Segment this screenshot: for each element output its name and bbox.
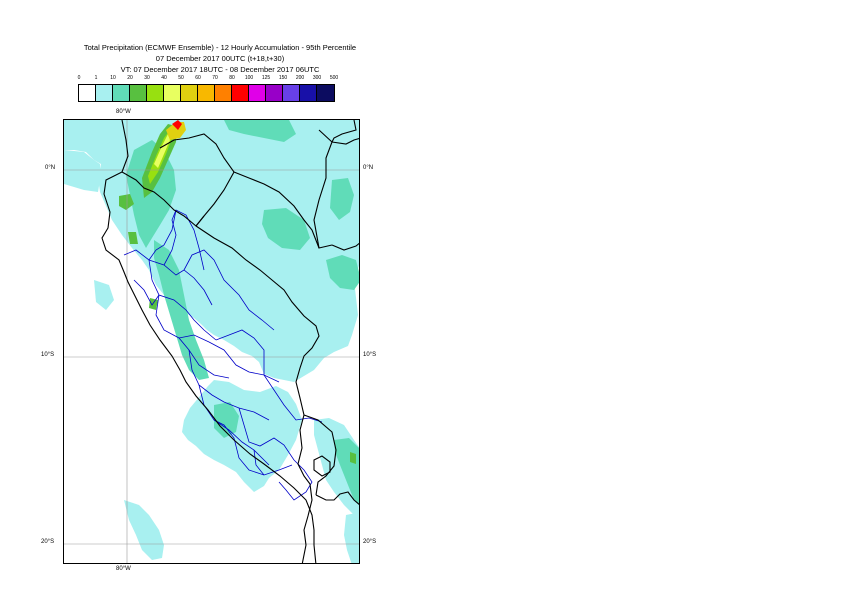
region-line-9 [213,419,293,476]
map-valid-time: VT: 07 December 2017 18UTC - 08 December… [120,65,320,74]
region-line-4 [155,294,230,379]
region-line-11 [183,249,275,331]
lake-titicaca [313,455,331,477]
lat-label-left-10s: 10°S [41,352,55,358]
legend-swatch [232,85,249,101]
precip-light-se-corner [344,512,359,563]
precip-medium-amazon-top [224,120,296,142]
region-line-15 [148,209,177,261]
legend-label: 40 [161,75,167,81]
lon-label-bottom: 80°W [116,566,131,572]
border-brazil-bolivia [303,414,337,496]
legend-swatch [113,85,130,101]
legend-label: 60 [195,75,201,81]
region-line-10 [263,374,323,423]
lat-label-left-20s: 20°S [41,539,55,545]
precip-medium-amazon-center [262,208,310,250]
legend-label: 500 [329,75,339,81]
region-boundaries [123,209,323,501]
coastline [101,120,317,563]
precip-intense-band [119,120,356,464]
legend-swatch [317,85,334,101]
precip-yellow-core [154,134,170,168]
border-venezuela [313,129,333,249]
legend-label: 150 [278,75,288,81]
region-line-5 [178,334,280,383]
precip-green-spot-4 [350,452,356,464]
legend-swatch [215,85,232,101]
legend-swatch [164,85,181,101]
legend-label: 125 [261,75,271,81]
lat-label-right-0: 0°N [363,165,374,171]
border-colombia-ecuador [159,133,235,227]
region-line-6 [188,349,270,421]
graticule [64,120,359,563]
precip-medium-areas [126,120,359,504]
lon-label-top: 80°W [116,109,131,115]
legend-label: 70 [212,75,218,81]
legend-swatch [249,85,266,101]
legend-label: 30 [144,75,150,81]
precip-gold-core [166,122,186,140]
legend-swatch [147,85,164,101]
legend-label: 20 [127,75,133,81]
precip-medium-andes-central [154,240,209,380]
border-north-top [331,120,357,143]
legend-swatch [283,85,300,101]
legend-swatch [266,85,283,101]
legend-label: 1 [94,75,98,81]
region-line-8 [238,407,295,461]
precip-light-south-andes [182,380,302,492]
legend-label: 200 [295,75,305,81]
map-run-date: 07 December 2017 00UTC (t+18,t+30) [155,54,285,63]
border-peru-bolivia [297,414,311,485]
region-line-2 [148,259,217,341]
border-colombia-brazil [233,171,320,249]
border-east-small [331,137,359,145]
precip-light-ocean-west [69,160,94,182]
map-title: Total Precipitation (ECMWF Ensemble) - 1… [83,43,357,52]
legend-swatch [198,85,215,101]
border-east-right [331,242,359,251]
legend-color-bar [78,84,335,102]
legend-swatch [181,85,198,101]
precip-medium-east-blob-2 [326,255,359,290]
legend-label: 80 [229,75,235,81]
precip-medium-east-blob-1 [330,178,354,220]
lat-label-right-20s: 20°S [363,539,377,545]
precipitation-map [64,120,359,563]
precip-light-ocean-patch [94,280,114,310]
precip-medium-south-andes [214,402,239,438]
region-line-16 [133,279,160,306]
legend-swatch [130,85,147,101]
legend-swatch [96,85,113,101]
region-line-13 [278,459,313,501]
legend-label: 300 [312,75,322,81]
legend-label: 50 [178,75,184,81]
map-frame [63,119,360,564]
border-peru-brazil [195,225,320,416]
precip-green-spot-3 [149,298,158,310]
precip-green-spot-2 [128,232,138,244]
lat-label-left-0: 0°N [45,165,56,171]
legend-label: 100 [244,75,254,81]
border-bolivia-chile [301,483,313,563]
legend-labels: 0 1 10 20 30 40 50 60 70 80 100 125 150 200 300 500 [0,75,842,85]
region-line-12 [215,329,265,375]
precip-green-spot-1 [119,194,134,210]
border-south-east [315,491,359,506]
precip-red-core [172,120,182,130]
legend-label: 10 [110,75,116,81]
region-line-14 [253,449,265,476]
lat-label-right-10s: 10°S [363,352,377,358]
precip-light-ocean-south [124,500,164,560]
legend-swatch [300,85,317,101]
legend-label: 0 [77,75,81,81]
country-borders [101,120,359,563]
border-ecuador-peru [121,171,205,227]
legend-swatch [79,85,96,101]
region-line-1 [123,249,213,306]
